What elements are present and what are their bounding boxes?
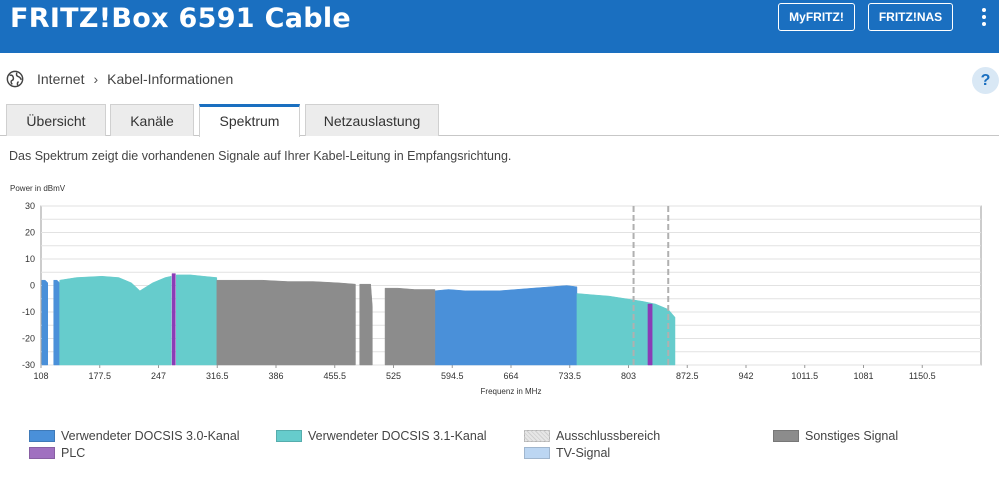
x-tick-label: 525 <box>386 371 401 381</box>
top-bar: FRITZ!Box 6591 Cable MyFRITZ! FRITZ!NAS <box>0 0 999 53</box>
x-tick-label: 803 <box>621 371 636 381</box>
chart-legend: Verwendeter DOCSIS 3.0-Kanal Verwendeter… <box>0 426 999 466</box>
x-tick-label: 1081 <box>853 371 873 381</box>
myfritz-button[interactable]: MyFRITZ! <box>778 3 855 31</box>
tab-kanaele[interactable]: Kanäle <box>110 104 194 136</box>
tab-bar: Übersicht Kanäle Spektrum Netzauslastung <box>0 104 999 137</box>
series-area-sonstiges-signal <box>384 287 436 366</box>
legend-docsis31: Verwendeter DOCSIS 3.1-Kanal <box>276 428 487 444</box>
y-axis-title: Power in dBmV <box>10 184 66 193</box>
x-tick-label: 386 <box>268 371 283 381</box>
breadcrumb-internet[interactable]: Internet <box>37 71 85 87</box>
y-tick-label: 20 <box>25 228 35 238</box>
series-area-verwendeter-docsis-3-1-kanal <box>176 274 218 366</box>
legend-docsis30: Verwendeter DOCSIS 3.0-Kanal <box>29 428 240 444</box>
help-button[interactable]: ? <box>972 67 999 94</box>
x-tick-label: 1150.5 <box>909 371 936 381</box>
legend-swatch <box>773 430 799 442</box>
series-area-verwendeter-docsis-3-1-kanal <box>59 275 172 366</box>
y-tick-label: -30 <box>22 360 35 370</box>
y-tick-label: 0 <box>30 281 35 291</box>
series-area-plc <box>647 303 653 366</box>
legend-label: Verwendeter DOCSIS 3.0-Kanal <box>61 429 240 443</box>
series-area-sonstiges-signal <box>359 283 373 366</box>
legend-swatch <box>524 430 550 442</box>
legend-swatch <box>524 447 550 459</box>
legend-label: Verwendeter DOCSIS 3.1-Kanal <box>308 429 487 443</box>
fritznas-button[interactable]: FRITZ!NAS <box>868 3 953 31</box>
legend-plc: PLC <box>29 445 85 461</box>
series-area-verwendeter-docsis-3-0-kanal <box>41 279 49 366</box>
legend-label: Ausschlussbereich <box>556 429 661 443</box>
series-area-sonstiges-signal <box>216 279 356 366</box>
tab-spektrum[interactable]: Spektrum <box>199 104 300 137</box>
x-tick-label: 177.5 <box>88 371 111 381</box>
x-tick-label: 594.5 <box>441 371 464 381</box>
globe-icon <box>6 70 24 88</box>
x-tick-label: 455.5 <box>323 371 346 381</box>
x-tick-label: 1011.5 <box>791 371 818 381</box>
legend-label: Sonstiges Signal <box>805 429 899 443</box>
legend-swatch <box>29 430 55 442</box>
legend-swatch <box>29 447 55 459</box>
x-tick-label: 108 <box>33 371 48 381</box>
y-tick-label: -20 <box>22 334 35 344</box>
legend-sonstiges-signal: Sonstiges Signal <box>773 428 898 444</box>
legend-label: PLC <box>61 446 86 460</box>
tab-netzauslastung[interactable]: Netzauslastung <box>305 104 439 136</box>
legend-label: TV-Signal <box>556 446 611 460</box>
x-tick-label: 872.5 <box>676 371 699 381</box>
chevron-right-icon: › <box>93 71 99 87</box>
spectrum-description: Das Spektrum zeigt die vorhandenen Signa… <box>9 149 512 163</box>
x-tick-label: 247 <box>151 371 166 381</box>
legend-ausschlussbereich: Ausschlussbereich <box>524 428 660 444</box>
y-tick-label: 10 <box>25 254 35 264</box>
brand-title: FRITZ!Box 6591 Cable <box>10 3 352 34</box>
x-tick-label: 733.5 <box>558 371 581 381</box>
legend-tv-signal: TV-Signal <box>524 445 610 461</box>
breadcrumb-kabel-informationen: Kabel-Informationen <box>107 71 234 87</box>
y-tick-label: -10 <box>22 307 35 317</box>
series-area-plc <box>171 273 176 366</box>
breadcrumb: Internet › Kabel-Informationen <box>6 68 233 90</box>
x-tick-label: 664 <box>503 371 518 381</box>
tab-uebersicht[interactable]: Übersicht <box>6 104 106 136</box>
x-tick-label: 316.5 <box>206 371 229 381</box>
y-tick-label: 30 <box>25 201 35 211</box>
series-area-verwendeter-docsis-3-0-kanal <box>53 279 60 366</box>
series-area-verwendeter-docsis-3-0-kanal <box>434 285 578 366</box>
more-vertical-icon[interactable] <box>980 8 988 28</box>
legend-swatch <box>276 430 302 442</box>
x-tick-label: 942 <box>738 371 753 381</box>
x-axis-title: Frequenz in MHz <box>481 387 542 396</box>
